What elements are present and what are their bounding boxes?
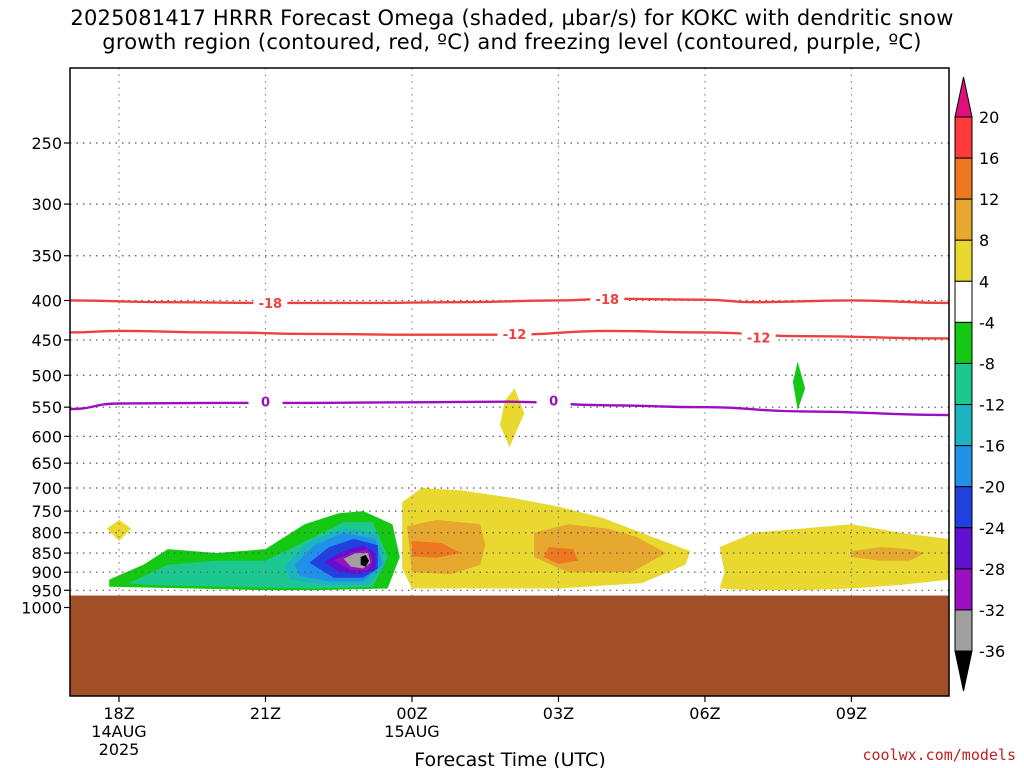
colorbar-swatch-8 — [954, 445, 973, 488]
colorbar-swatch-9 — [954, 486, 973, 529]
colorbar-swatch-4 — [954, 280, 973, 323]
y-axis-ticks: 2503003504004505005506006507007508008509… — [21, 134, 70, 618]
colorbar-label-1: 16 — [979, 149, 999, 168]
y-tick-label-300: 300 — [31, 195, 62, 214]
contour-label-bg-1-1 — [741, 329, 776, 346]
colorbar-label-7: -12 — [979, 396, 1005, 415]
contour-label-2-0: 0 — [261, 396, 270, 411]
colorbar-label-12: -32 — [979, 601, 1005, 620]
contour-label-bg-1-0 — [497, 325, 532, 342]
y-tick-label-250: 250 — [31, 134, 62, 153]
colorbar-top-arrow — [954, 76, 973, 118]
omega-shading — [106, 361, 949, 591]
x-tick-year-0: 2025 — [99, 740, 140, 759]
chart-title: 2025081417 HRRR Forecast Omega (shaded, … — [0, 6, 1024, 54]
y-tick-label-1000: 1000 — [21, 599, 62, 618]
contour-line-0 — [70, 297, 949, 305]
colorbar-label-3: 8 — [979, 231, 989, 250]
x-tick-label-3: 03Z — [543, 704, 574, 723]
plot-frame — [69, 67, 950, 697]
ground-layer — [70, 595, 949, 696]
y-tick-label-450: 450 — [31, 331, 62, 350]
omega-region-2 — [792, 361, 806, 411]
contour-line-1 — [70, 329, 949, 340]
colorbar-swatch-11 — [954, 568, 973, 611]
colorbar-swatch-7 — [954, 404, 973, 447]
colorbar-swatch-1 — [954, 157, 973, 200]
colorbar-label-6: -8 — [979, 354, 995, 373]
colorbar-swatch-10 — [954, 527, 973, 570]
colorbar-swatch-12 — [954, 609, 973, 652]
omega-region-18 — [851, 547, 925, 561]
omega-region-16 — [543, 547, 578, 564]
contour-label-bg-2-0 — [248, 393, 283, 410]
colorbar-swatch-2 — [954, 198, 973, 241]
contour-label-2-1: 0 — [549, 394, 558, 409]
x-tick-label-1: 21Z — [250, 704, 281, 723]
colorbar-swatch-6 — [954, 362, 973, 406]
omega-region-11 — [360, 555, 369, 567]
chart-title-line1: 2025081417 HRRR Forecast Omega (shaded, … — [70, 6, 954, 30]
x-tick-label-0: 18Z — [103, 704, 134, 723]
colorbar-label-11: -28 — [979, 560, 1005, 579]
x-tick-label-5: 09Z — [836, 704, 867, 723]
colorbar-swatch-5 — [954, 321, 973, 364]
x-axis-label: Forecast Time (UTC) — [414, 749, 605, 768]
y-tick-label-850: 850 — [31, 544, 62, 563]
contour-label-bg-0-1 — [590, 290, 625, 307]
y-tick-label-750: 750 — [31, 502, 62, 521]
chart-title-line2: growth region (contoured, red, ºC) and f… — [102, 30, 922, 54]
colorbar-label-9: -20 — [979, 478, 1005, 497]
contour-label-0-0: -18 — [259, 297, 283, 312]
omega-region-1 — [499, 388, 525, 448]
ground-fill — [70, 595, 949, 696]
colorbar-label-5: -4 — [979, 313, 995, 332]
y-tick-label-900: 900 — [31, 563, 62, 582]
colorbar-label-4: 4 — [979, 272, 989, 291]
y-tick-label-950: 950 — [31, 581, 62, 600]
colorbar-label-13: -36 — [979, 642, 1005, 661]
contour-label-bg-0-0 — [253, 294, 288, 311]
x-tick-date-2: 15AUG — [384, 722, 439, 741]
omega-region-17 — [719, 524, 949, 591]
colorbar-swatch-0 — [954, 116, 973, 159]
omega-region-15 — [412, 541, 461, 558]
y-tick-label-700: 700 — [31, 479, 62, 498]
colorbar-bottom-arrow — [954, 650, 973, 692]
colorbar-label-8: -16 — [979, 437, 1005, 456]
contour-label-bg-2-1 — [536, 392, 571, 409]
contour-line-2 — [70, 400, 949, 417]
contour-label-1-0: -12 — [503, 328, 527, 343]
y-tick-label-800: 800 — [31, 524, 62, 543]
y-tick-label-500: 500 — [31, 366, 62, 385]
colorbar-swatch-3 — [954, 239, 973, 282]
x-tick-label-2: 00Z — [396, 704, 427, 723]
y-tick-label-400: 400 — [31, 291, 62, 310]
site-credit: coolwx.com/models — [862, 746, 1016, 764]
colorbar-label-2: 12 — [979, 190, 999, 209]
contour-label-0-1: -18 — [596, 293, 620, 308]
y-tick-label-550: 550 — [31, 398, 62, 417]
x-tick-label-4: 06Z — [689, 704, 720, 723]
colorbar: 20 16 12 8 4 -4 -8 -12 -16 -20 -24 -28 -32 -36 — [954, 76, 1005, 692]
temperature-contours: -18 -18 -12 -12 0 0 — [70, 290, 949, 417]
x-tick-date-0: 14AUG — [91, 722, 146, 741]
colorbar-label-10: -24 — [979, 519, 1005, 538]
y-tick-label-600: 600 — [31, 427, 62, 446]
y-tick-label-650: 650 — [31, 454, 62, 473]
colorbar-label-0: 20 — [979, 108, 999, 127]
y-tick-label-350: 350 — [31, 247, 62, 266]
contour-label-1-1: -12 — [747, 332, 771, 347]
